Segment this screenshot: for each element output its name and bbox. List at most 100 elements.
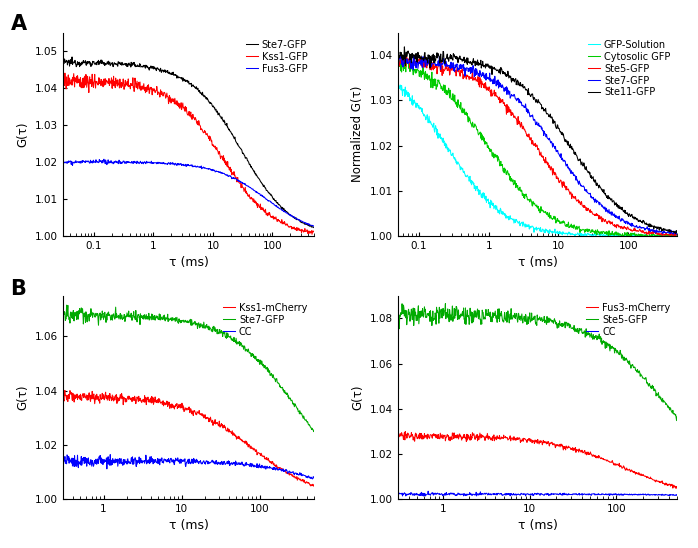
Kss1-mCherry bbox=[103, 395, 112, 401]
Cytosolic GFP bbox=[394, 55, 403, 62]
Ste5-GFP bbox=[466, 75, 475, 81]
Ste7-GFP bbox=[310, 428, 318, 435]
Ste5-GFP bbox=[658, 232, 667, 239]
Ste7-GFP bbox=[310, 225, 318, 231]
Kss1-GFP bbox=[59, 75, 67, 81]
GFP-Solution bbox=[604, 232, 613, 238]
Ste11-GFP bbox=[671, 230, 680, 237]
Line: Ste7-GFP: Ste7-GFP bbox=[63, 305, 314, 432]
Ste7-GFP bbox=[443, 63, 452, 70]
Cytosolic GFP bbox=[394, 58, 402, 65]
CC bbox=[581, 490, 589, 497]
CC bbox=[443, 491, 452, 498]
Fus3-GFP bbox=[310, 223, 318, 230]
Line: Ste7-GFP: Ste7-GFP bbox=[398, 49, 677, 234]
Ste7-GFP bbox=[669, 231, 678, 237]
Line: Ste11-GFP: Ste11-GFP bbox=[398, 47, 677, 233]
Ste5-GFP bbox=[394, 56, 402, 63]
Ste7-GFP bbox=[309, 429, 318, 435]
Cytosolic GFP bbox=[521, 195, 529, 202]
Kss1-mCherry bbox=[59, 397, 67, 404]
Ste7-GFP bbox=[227, 336, 235, 342]
Fus3-mCherry bbox=[521, 435, 529, 442]
Ste7-GFP bbox=[59, 60, 67, 66]
Kss1-GFP bbox=[103, 78, 112, 85]
Fus3-mCherry bbox=[558, 444, 567, 450]
Ste11-GFP bbox=[604, 192, 613, 199]
Kss1-mCherry bbox=[172, 400, 181, 407]
Ste7-GFP bbox=[466, 67, 474, 74]
Ste5-GFP bbox=[521, 316, 529, 323]
Ste5-GFP bbox=[558, 179, 567, 185]
Cytosolic GFP bbox=[604, 232, 613, 239]
Cytosolic GFP bbox=[581, 229, 589, 236]
CC bbox=[172, 458, 181, 464]
Fus3-GFP bbox=[59, 158, 67, 165]
CC bbox=[466, 492, 475, 498]
Ste5-GFP bbox=[673, 230, 681, 237]
Kss1-mCherry bbox=[61, 387, 69, 393]
Ste11-GFP bbox=[558, 132, 567, 139]
Fus3-GFP bbox=[124, 158, 132, 165]
Ste11-GFP bbox=[581, 165, 589, 172]
Ste11-GFP bbox=[466, 58, 475, 65]
Kss1-mCherry bbox=[124, 393, 132, 400]
Kss1-GFP bbox=[310, 229, 318, 236]
Kss1-GFP bbox=[207, 138, 216, 145]
Kss1-mCherry bbox=[309, 483, 318, 489]
GFP-Solution bbox=[466, 173, 475, 180]
Ste5-GFP bbox=[673, 413, 681, 420]
Ste11-GFP bbox=[673, 227, 681, 234]
Ste5-GFP bbox=[558, 323, 567, 329]
X-axis label: τ (ms): τ (ms) bbox=[517, 256, 558, 269]
Ste5-GFP bbox=[394, 311, 402, 317]
Fus3-mCherry bbox=[401, 429, 410, 435]
Ste7-GFP bbox=[172, 75, 181, 82]
Line: GFP-Solution: GFP-Solution bbox=[398, 81, 677, 238]
Ste11-GFP bbox=[400, 44, 408, 50]
Kss1-mCherry bbox=[207, 418, 216, 424]
CC bbox=[673, 492, 681, 499]
Kss1-GFP bbox=[61, 70, 69, 76]
CC bbox=[248, 461, 257, 467]
GFP-Solution bbox=[394, 78, 403, 84]
Ste7-GFP bbox=[248, 165, 257, 172]
Ste7-GFP bbox=[248, 350, 257, 357]
Legend: GFP-Solution, Cytosolic GFP, Ste5-GFP, Ste7-GFP, Ste11-GFP: GFP-Solution, Cytosolic GFP, Ste5-GFP, S… bbox=[586, 38, 672, 99]
Ste7-GFP bbox=[207, 328, 216, 334]
X-axis label: τ (ms): τ (ms) bbox=[517, 519, 558, 532]
Cytosolic GFP bbox=[646, 234, 655, 241]
Line: Fus3-mCherry: Fus3-mCherry bbox=[398, 432, 677, 488]
Ste5-GFP bbox=[581, 328, 589, 335]
CC bbox=[424, 488, 432, 494]
Fus3-GFP bbox=[227, 173, 235, 180]
Ste7-GFP bbox=[62, 302, 70, 309]
Text: A: A bbox=[10, 14, 27, 33]
Fus3-mCherry bbox=[604, 458, 613, 465]
Cytosolic GFP bbox=[443, 89, 452, 95]
Legend: Ste7-GFP, Kss1-GFP, Fus3-GFP: Ste7-GFP, Kss1-GFP, Fus3-GFP bbox=[244, 38, 309, 76]
Ste7-GFP bbox=[68, 54, 76, 60]
Y-axis label: G(τ): G(τ) bbox=[16, 385, 29, 410]
Kss1-mCherry bbox=[227, 429, 235, 435]
Fus3-mCherry bbox=[394, 431, 402, 437]
Ste7-GFP bbox=[580, 184, 588, 190]
Ste7-GFP bbox=[59, 316, 67, 322]
GFP-Solution bbox=[673, 232, 681, 238]
CC bbox=[106, 452, 114, 458]
Ste7-GFP bbox=[227, 129, 235, 136]
Fus3-GFP bbox=[207, 166, 216, 173]
Ste11-GFP bbox=[521, 83, 529, 90]
GFP-Solution bbox=[394, 78, 402, 85]
Y-axis label: Normalized G(τ): Normalized G(τ) bbox=[351, 86, 364, 182]
Line: Kss1-mCherry: Kss1-mCherry bbox=[63, 390, 314, 486]
CC bbox=[521, 491, 529, 498]
X-axis label: τ (ms): τ (ms) bbox=[168, 519, 209, 532]
Y-axis label: G(τ): G(τ) bbox=[16, 122, 29, 147]
Ste5-GFP bbox=[604, 219, 613, 225]
CC bbox=[558, 492, 567, 498]
GFP-Solution bbox=[558, 229, 567, 235]
Line: Ste5-GFP: Ste5-GFP bbox=[398, 304, 677, 421]
GFP-Solution bbox=[443, 144, 452, 151]
Ste5-GFP bbox=[466, 305, 475, 311]
